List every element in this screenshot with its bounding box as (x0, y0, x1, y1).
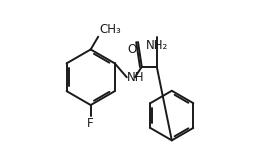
Text: NH: NH (127, 71, 145, 84)
Text: F: F (87, 117, 94, 130)
Text: CH₃: CH₃ (99, 23, 121, 36)
Text: O: O (127, 43, 136, 56)
Text: NH₂: NH₂ (146, 39, 168, 52)
